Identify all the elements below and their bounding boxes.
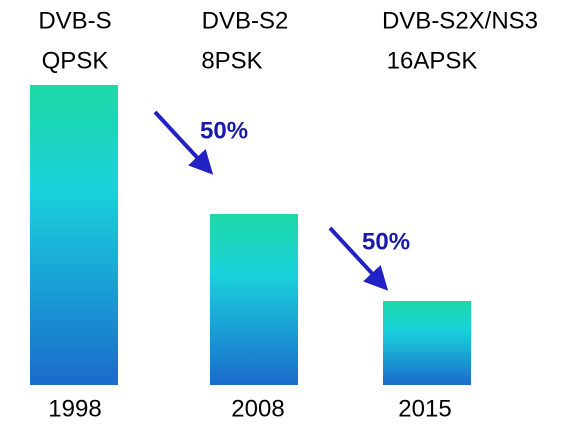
x-tick-label: 1998 [48,395,101,422]
annotation: 50% [362,228,410,255]
bar [30,85,118,385]
category-label: QPSK [42,47,109,74]
bar [383,301,471,385]
category-label: 16APSK [387,47,478,74]
category-label: 8PSK [201,47,262,74]
category-label: DVB-S2X/NS3 [382,7,538,34]
bar [210,214,298,385]
x-tick-label: 2015 [398,395,451,422]
annotation: 50% [200,117,248,144]
category-label: DVB-S2 [202,7,289,34]
x-tick-label: 2008 [231,395,284,422]
arrow [153,110,214,175]
category-label: DVB-S [38,7,111,34]
arrow [328,226,389,291]
